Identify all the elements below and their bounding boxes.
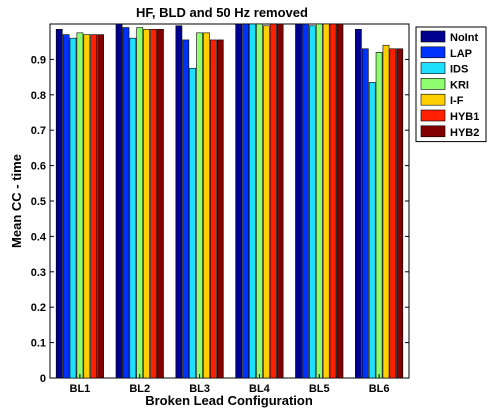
y-tick-label: 0.7 [31, 125, 46, 137]
bar-bl3-ids [189, 67, 197, 379]
bar-bl3-kri [196, 32, 203, 379]
legend-swatch-i-f [420, 93, 446, 106]
x-tick-label: BL1 [70, 383, 91, 395]
y-tick-label: 0.1 [31, 338, 46, 350]
bar-bl4-ids [249, 23, 256, 379]
bar-bl6-ids [368, 82, 376, 379]
x-axis: BL1 BL2 BL3 BL4 BL5 BL6 [70, 374, 390, 395]
legend-label: HYB2 [450, 127, 479, 139]
bar-bl2-noint [115, 23, 123, 379]
legend-label: I-F [450, 95, 464, 107]
x-tick-label: BL3 [189, 383, 210, 395]
bar-bl3-lap [182, 39, 190, 379]
legend-label: NoInt [450, 32, 478, 44]
bar-bl2-hyb1 [150, 29, 157, 379]
bar-bl1-noint [55, 29, 63, 379]
y-tick-label: 0.3 [31, 267, 46, 279]
bars-group [55, 23, 404, 379]
bar-bl2-ids [129, 37, 137, 379]
bar-bl3-noint [175, 25, 183, 379]
y-tick-label: 0.4 [31, 231, 47, 243]
bar-bl6-noint [355, 29, 362, 379]
y-tick-label: 0.6 [31, 161, 46, 173]
bar-bl2-i-f [143, 29, 151, 379]
bar-bl1-ids [69, 37, 77, 379]
y-tick-label: 0.5 [31, 196, 46, 208]
legend-swatch-hyb2 [420, 125, 446, 138]
legend-swatch-kri [420, 78, 446, 90]
bar-bl5-i-f [322, 23, 330, 379]
y-tick-label: 0.8 [31, 90, 46, 102]
bar-bl3-hyb2 [216, 39, 224, 379]
bar-bl4-lap [242, 23, 249, 379]
bar-bl5-lap [302, 23, 309, 379]
bar-bl5-hyb2 [336, 23, 344, 379]
legend-swatch-ids [420, 62, 446, 74]
legend-label: IDS [450, 64, 468, 76]
bar-bl1-hyb2 [97, 34, 104, 379]
y-tick-label: 0.9 [31, 54, 46, 66]
bar-bl6-hyb2 [396, 48, 404, 379]
bar-bl1-hyb1 [90, 34, 98, 379]
legend: NoInt LAP IDS KRI I-F HYB1 HYB2 [415, 26, 487, 143]
y-axis: 0 0.1 0.2 0.3 0.4 0.5 0.6 0.7 0.8 0.9 [31, 54, 409, 385]
bar-bl6-i-f [382, 44, 390, 379]
bar-bl1-i-f [83, 34, 91, 379]
bar-bl5-hyb1 [329, 23, 337, 379]
x-tick-label: BL4 [249, 383, 271, 395]
bar-bl4-noint [235, 23, 243, 379]
bar-bl5-noint [295, 23, 302, 379]
bar-bl6-lap [361, 48, 369, 379]
y-tick-label: 0.2 [31, 302, 46, 314]
legend-swatch-noint [420, 30, 446, 43]
bar-bl1-kri [76, 32, 84, 379]
bar-bl6-kri [375, 52, 383, 379]
x-axis-label: Broken Lead Configuration [145, 393, 313, 408]
bar-bl3-i-f [203, 32, 210, 379]
chart-title: HF, BLD and 50 Hz removed [136, 5, 308, 20]
x-tick-label: BL2 [129, 383, 150, 395]
bar-bl2-kri [136, 27, 144, 379]
bar-bl4-hyb2 [276, 23, 284, 379]
legend-swatch-lap [420, 46, 446, 59]
x-tick-label: BL6 [369, 383, 390, 395]
bar-bl2-lap [122, 27, 130, 379]
y-axis-label: Mean CC - time [9, 154, 24, 248]
bar-bl4-kri [256, 23, 263, 379]
bar-bl6-hyb1 [389, 48, 397, 379]
x-tick-label: BL5 [309, 383, 330, 395]
legend-swatch-hyb1 [420, 109, 446, 122]
bar-bl5-kri [315, 23, 323, 379]
bar-bl4-hyb1 [269, 23, 277, 379]
legend-label: HYB1 [450, 111, 479, 123]
bar-bl2-hyb2 [157, 29, 164, 379]
bar-bl4-i-f [262, 25, 270, 379]
legend-label: LAP [450, 48, 472, 60]
bar-bl5-ids [308, 25, 316, 379]
bar-bl3-hyb1 [210, 39, 217, 379]
plot-area [49, 23, 410, 379]
y-tick-label: 0 [40, 373, 46, 385]
legend-label: KRI [450, 79, 469, 91]
bar-bl1-lap [62, 34, 70, 379]
